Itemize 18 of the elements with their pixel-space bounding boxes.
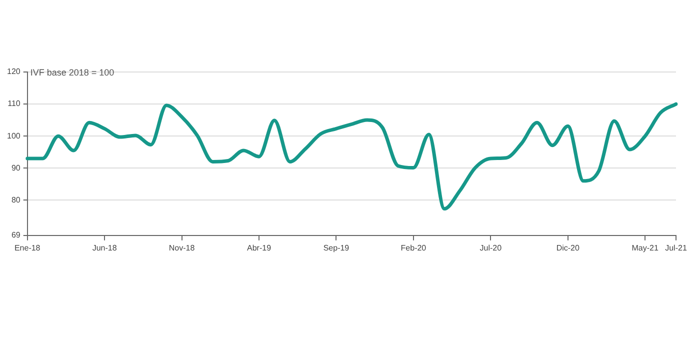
x-tick-label: Nov-18	[168, 243, 196, 252]
x-tick-label: Jul-20	[480, 243, 502, 252]
y-tick-label: 110	[8, 99, 21, 108]
y-tick-label: 69	[11, 230, 21, 240]
x-tick-label: Jul-21	[665, 243, 688, 252]
x-tick-label: Dic-20	[556, 243, 580, 252]
y-tick-label: 100	[6, 131, 21, 140]
x-tick-label: Feb-20	[400, 243, 427, 252]
y-tick-label: 90	[11, 163, 21, 172]
x-tick-label: Jun-18	[92, 243, 118, 252]
x-tick-label: Abr-19	[247, 243, 272, 252]
x-tick-label: May-21	[632, 243, 659, 252]
x-tick-label: Ene-18	[14, 243, 41, 252]
line-series	[26, 102, 678, 211]
y-tick-label: 120	[6, 67, 21, 76]
y-tick-label: 80	[11, 195, 21, 204]
y-axis-title: IVF base 2018 = 100	[30, 67, 114, 78]
x-tick-label: Sep-19	[323, 243, 350, 252]
